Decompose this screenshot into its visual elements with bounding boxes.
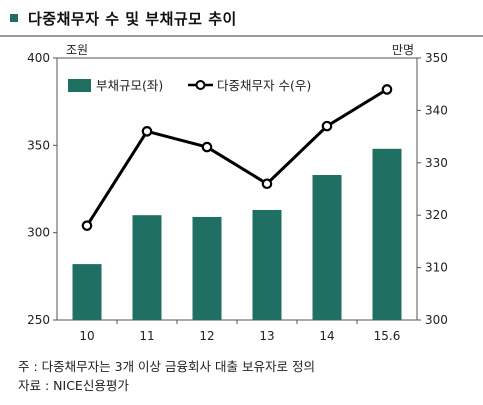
left-axis-tick-label: 250 — [27, 313, 50, 327]
left-axis-tick-label: 300 — [27, 226, 50, 240]
line-point — [201, 141, 213, 153]
right-axis-tick-label: 350 — [425, 51, 448, 65]
right-axis-tick-label: 320 — [425, 208, 448, 222]
x-axis-tick-label: 13 — [259, 329, 274, 343]
bar-series — [72, 148, 402, 320]
line-point — [381, 84, 393, 95]
right-axis-tick-label: 300 — [425, 313, 448, 327]
legend-line-label: 다중채무자 수(우) — [217, 78, 311, 93]
x-axis-tick-label: 12 — [199, 329, 214, 343]
right-axis-unit: 만명 — [392, 43, 414, 57]
note-definition: 주 : 다중채무자는 3개 이상 금융회사 대출 보유자로 정의 — [18, 359, 315, 374]
line-point — [81, 220, 93, 231]
notes: 주 : 다중채무자는 3개 이상 금융회사 대출 보유자로 정의 자료 : NI… — [18, 357, 315, 395]
left-axis-tick-label: 350 — [27, 138, 50, 152]
legend-bar-label: 부채규모(좌) — [96, 78, 163, 93]
note-source: 자료 : NICE신용평가 — [18, 378, 129, 393]
x-axis-tick-label: 14 — [319, 329, 334, 343]
x-axis-tick-label: 15.6 — [374, 329, 401, 343]
chart-title: 다중채무자 수 및 부채규모 추이 — [28, 9, 237, 28]
title-row: 다중채무자 수 및 부채규모 추이 — [10, 6, 237, 30]
line-point — [261, 178, 273, 190]
title-divider — [0, 35, 483, 37]
legend: 부채규모(좌) 다중채무자 수(우) — [68, 78, 311, 93]
right-axis-tick-label: 310 — [425, 261, 448, 275]
line-point — [321, 120, 333, 132]
bar — [192, 216, 222, 320]
axes: 250 300 350 400 300 310 320 330 340 350 10 11 12 13 14… — [27, 43, 448, 343]
line-path — [85, 88, 388, 227]
left-axis-tick-label: 400 — [27, 51, 50, 65]
legend-line-marker — [195, 80, 206, 90]
right-axis-tick-label: 330 — [425, 156, 448, 170]
bar — [72, 264, 102, 320]
bar — [252, 209, 282, 320]
x-axis-tick-label: 10 — [79, 329, 94, 343]
line-series — [81, 84, 393, 231]
x-axis-tick-label: 11 — [139, 329, 154, 343]
right-axis-tick-label: 340 — [425, 103, 448, 117]
legend-bar-swatch — [68, 79, 91, 92]
bar — [132, 215, 162, 320]
line-point — [141, 126, 153, 137]
bar — [312, 175, 342, 320]
title-bullet-icon — [10, 14, 18, 22]
bar — [372, 148, 402, 320]
left-axis-unit: 조원 — [66, 43, 88, 57]
